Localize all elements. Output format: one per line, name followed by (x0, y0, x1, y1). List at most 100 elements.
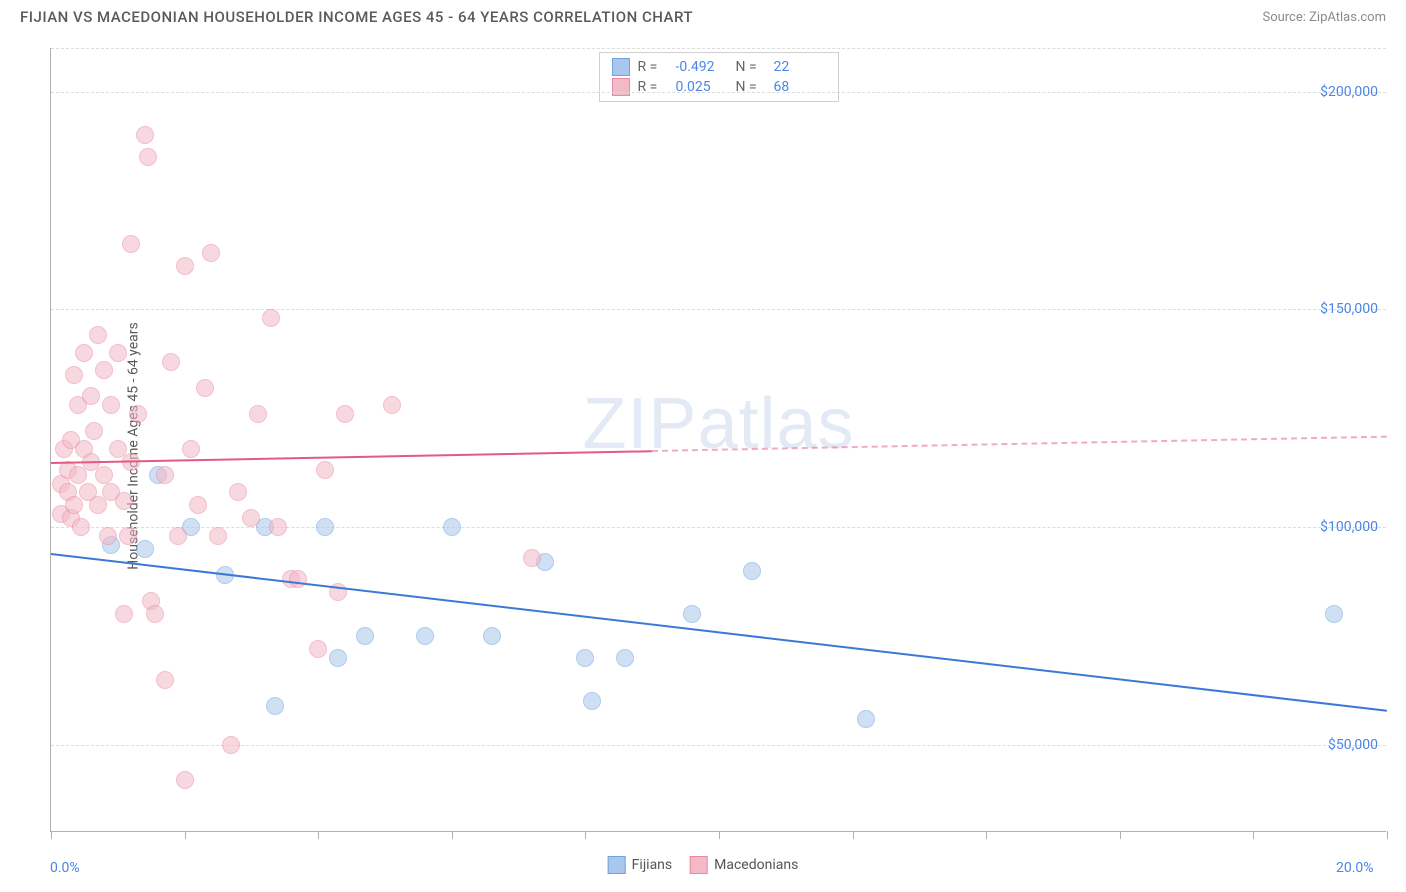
r-value-fijians: -0.492 (676, 59, 728, 75)
data-point (156, 671, 174, 689)
legend-item-macedonians: Macedonians (690, 856, 798, 874)
y-tick-label: $150,000 (1320, 301, 1378, 317)
data-point (72, 518, 90, 536)
data-point (576, 649, 594, 667)
data-point (222, 736, 240, 754)
data-point (89, 326, 107, 344)
x-tick (986, 831, 987, 839)
chart-header: FIJIAN VS MACEDONIAN HOUSEHOLDER INCOME … (0, 0, 1406, 30)
data-point (329, 649, 347, 667)
data-point (336, 405, 354, 423)
data-point (75, 344, 93, 362)
x-tick (585, 831, 586, 839)
data-point (95, 466, 113, 484)
data-point (266, 697, 284, 715)
data-point (743, 562, 761, 580)
data-point (857, 710, 875, 728)
trend-line (51, 450, 652, 464)
data-point (85, 422, 103, 440)
legend-row-macedonians: R = 0.025 N = 68 (612, 77, 826, 97)
data-point (316, 518, 334, 536)
data-point (583, 692, 601, 710)
data-point (443, 518, 461, 536)
y-tick-label: $100,000 (1320, 519, 1378, 535)
source-attribution: Source: ZipAtlas.com (1262, 10, 1386, 25)
data-point (89, 496, 107, 514)
x-tick (1387, 831, 1388, 839)
legend-item-fijians: Fijians (608, 856, 672, 874)
x-tick (1120, 831, 1121, 839)
data-point (416, 627, 434, 645)
data-point (523, 549, 541, 567)
swatch-fijians (608, 856, 626, 874)
data-point (209, 527, 227, 545)
data-point (242, 509, 260, 527)
data-point (176, 257, 194, 275)
x-tick (853, 831, 854, 839)
legend-label: Fijians (632, 857, 672, 873)
x-tick (185, 831, 186, 839)
n-label: N = (736, 59, 766, 75)
trend-line (51, 553, 1387, 712)
correlation-legend: R = -0.492 N = 22 R = 0.025 N = 68 (599, 52, 839, 102)
data-point (309, 640, 327, 658)
x-tick (719, 831, 720, 839)
legend-label: Macedonians (714, 857, 798, 873)
data-point (229, 483, 247, 501)
data-point (383, 396, 401, 414)
swatch-macedonians (612, 78, 630, 96)
swatch-macedonians (690, 856, 708, 874)
data-point (136, 126, 154, 144)
data-point (139, 148, 157, 166)
series-legend: Fijians Macedonians (608, 856, 799, 874)
data-point (196, 379, 214, 397)
data-point (483, 627, 501, 645)
data-point (129, 405, 147, 423)
r-label: R = (638, 59, 668, 75)
swatch-fijians (612, 58, 630, 76)
x-tick (318, 831, 319, 839)
gridline (51, 48, 1386, 49)
x-tick (1253, 831, 1254, 839)
data-point (109, 344, 127, 362)
n-value-fijians: 22 (774, 59, 826, 75)
data-point (683, 605, 701, 623)
trend-line (652, 436, 1387, 452)
x-tick (452, 831, 453, 839)
gridline (51, 92, 1386, 93)
legend-row-fijians: R = -0.492 N = 22 (612, 57, 826, 77)
data-point (136, 540, 154, 558)
data-point (82, 387, 100, 405)
x-axis-min-label: 0.0% (50, 860, 80, 876)
data-point (162, 353, 180, 371)
data-point (249, 405, 267, 423)
data-point (169, 527, 187, 545)
gridline (51, 309, 1386, 310)
data-point (1325, 605, 1343, 623)
data-point (156, 466, 174, 484)
data-point (146, 605, 164, 623)
data-point (65, 366, 83, 384)
data-point (616, 649, 634, 667)
data-point (356, 627, 374, 645)
data-point (65, 496, 83, 514)
data-point (115, 492, 133, 510)
data-point (269, 518, 287, 536)
data-point (95, 361, 113, 379)
chart-title: FIJIAN VS MACEDONIAN HOUSEHOLDER INCOME … (20, 8, 693, 26)
data-point (182, 440, 200, 458)
scatter-plot-area: ZIPatlas R = -0.492 N = 22 R = 0.025 N =… (50, 48, 1386, 832)
data-point (115, 605, 133, 623)
data-point (289, 570, 307, 588)
x-tick (51, 831, 52, 839)
r-label: R = (638, 79, 668, 95)
data-point (202, 244, 220, 262)
data-point (99, 527, 117, 545)
data-point (176, 771, 194, 789)
data-point (122, 235, 140, 253)
data-point (69, 466, 87, 484)
data-point (102, 396, 120, 414)
data-point (119, 527, 137, 545)
y-tick-label: $200,000 (1320, 84, 1378, 100)
r-value-macedonians: 0.025 (676, 79, 728, 95)
